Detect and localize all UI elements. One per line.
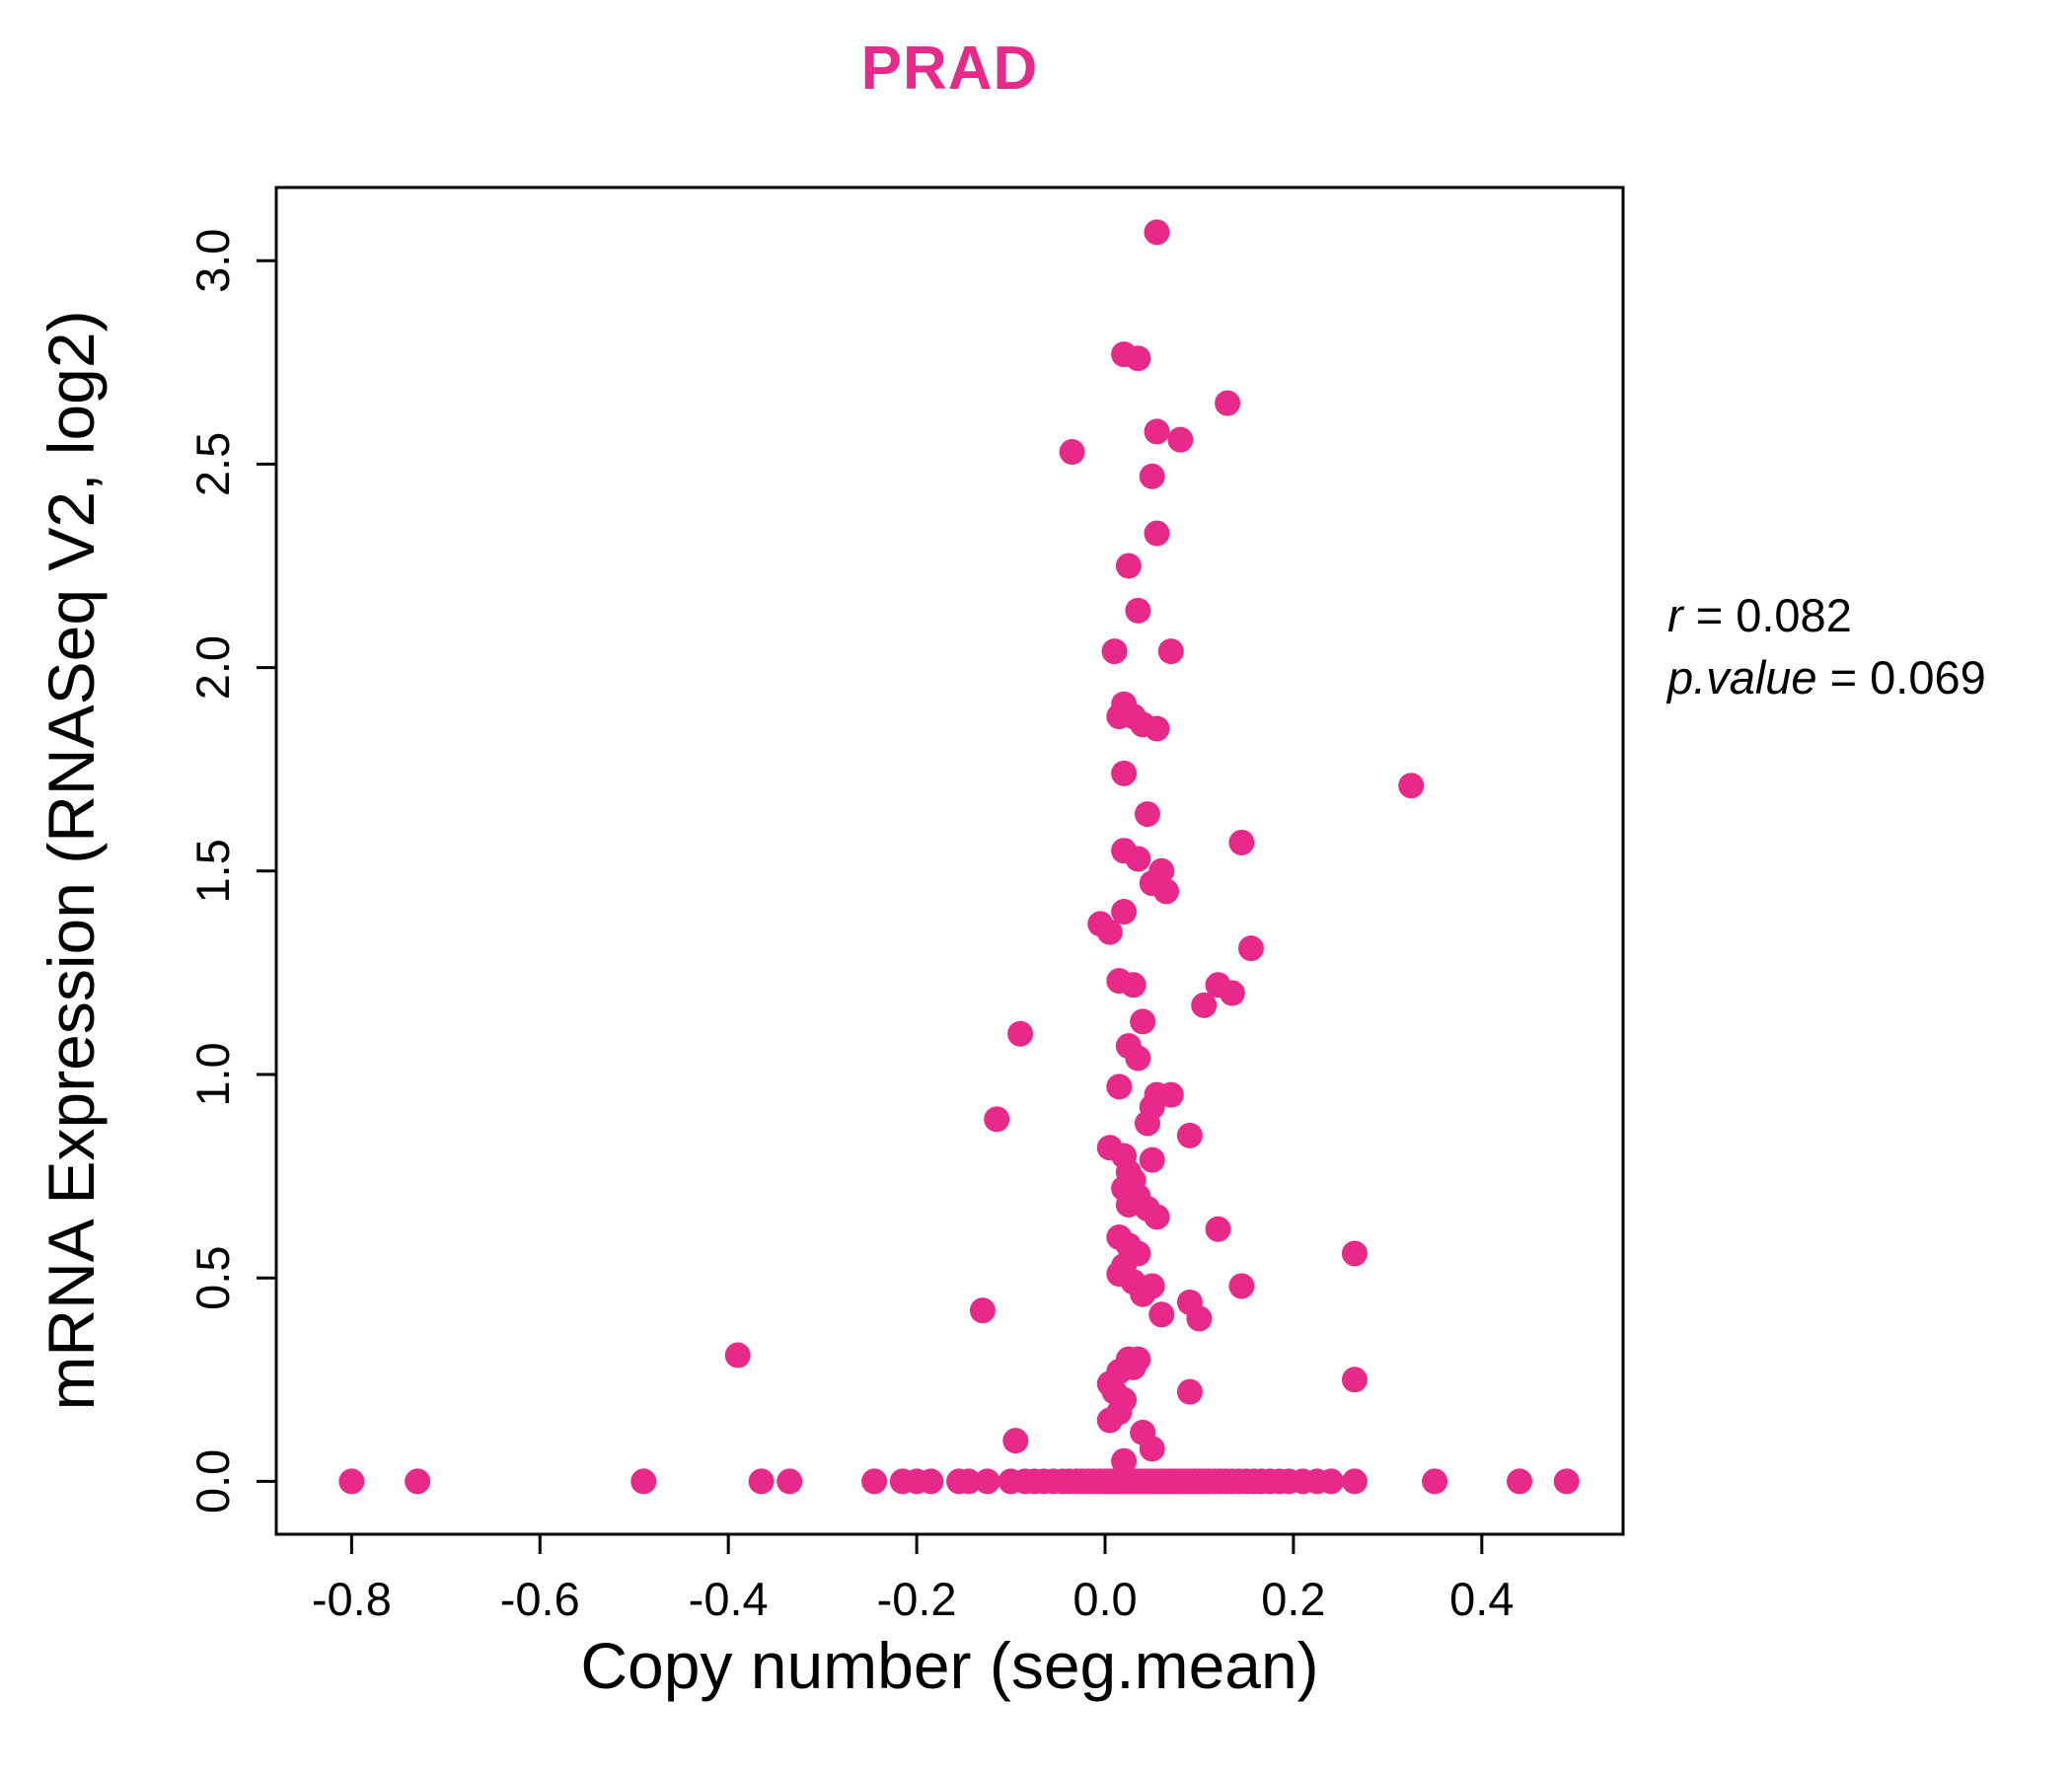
- data-point: [1219, 980, 1245, 1006]
- data-point: [1148, 1301, 1175, 1328]
- data-point: [1237, 935, 1264, 962]
- data-point: [1144, 418, 1170, 445]
- data-point: [1144, 715, 1170, 742]
- data-point: [1125, 597, 1151, 624]
- x-tick-label: 0.4: [1449, 1573, 1514, 1625]
- data-point: [1228, 1273, 1255, 1299]
- data-point: [1422, 1468, 1448, 1495]
- data-point: [1341, 1367, 1368, 1393]
- x-tick-label: -0.8: [312, 1573, 392, 1625]
- data-point: [1111, 1447, 1138, 1474]
- data-point: [1007, 1020, 1034, 1047]
- data-point: [1111, 760, 1138, 786]
- data-point: [1106, 1073, 1133, 1100]
- data-point: [1130, 1281, 1156, 1307]
- y-tick-label: 1.5: [186, 839, 239, 903]
- y-tick-label: 2.0: [186, 635, 239, 700]
- data-point: [918, 1468, 944, 1495]
- data-point: [748, 1468, 775, 1495]
- data-point: [1153, 878, 1180, 905]
- p-value-line: p.value = 0.069: [1667, 646, 1986, 708]
- data-point: [1144, 520, 1170, 547]
- x-axis-label: Copy number (seg.mean): [580, 1629, 1319, 1702]
- plot-frame: [274, 185, 1625, 1536]
- data-point: [1002, 1428, 1029, 1454]
- data-point: [1130, 1008, 1156, 1035]
- data-point: [984, 1106, 1010, 1133]
- data-point: [630, 1468, 657, 1495]
- data-point: [1398, 773, 1425, 799]
- data-point: [1096, 919, 1123, 945]
- data-point: [1134, 1110, 1160, 1137]
- data-point: [1120, 972, 1147, 999]
- data-point: [1186, 1305, 1213, 1332]
- data-point: [1191, 992, 1218, 1018]
- data-point: [1176, 1122, 1203, 1148]
- data-point: [1139, 1436, 1165, 1462]
- data-point: [1318, 1468, 1345, 1495]
- data-point: [1125, 1045, 1151, 1072]
- r-value-text: = 0.082: [1682, 589, 1852, 641]
- y-tick-label: 2.5: [186, 432, 239, 496]
- data-point: [1134, 801, 1160, 828]
- data-point: [1157, 638, 1184, 665]
- data-point: [1125, 345, 1151, 372]
- data-point: [861, 1468, 888, 1495]
- y-tick-label: 1.0: [186, 1042, 239, 1106]
- x-tick-label: 0.2: [1261, 1573, 1325, 1625]
- data-point: [1144, 1204, 1170, 1230]
- data-point: [969, 1297, 996, 1324]
- data-point: [338, 1468, 365, 1495]
- y-tick-label: 0.0: [186, 1449, 239, 1514]
- data-point: [1125, 846, 1151, 872]
- data-point: [1341, 1468, 1368, 1495]
- data-point: [1144, 219, 1170, 246]
- y-tick-label: 0.5: [186, 1246, 239, 1310]
- data-point: [1176, 1378, 1203, 1405]
- data-point: [1111, 899, 1138, 925]
- data-point: [1553, 1468, 1580, 1495]
- p-value-text: = 0.069: [1816, 651, 1986, 704]
- chart-title: PRAD: [860, 35, 1039, 103]
- x-tick-label: -0.4: [689, 1573, 769, 1625]
- data-point: [777, 1468, 803, 1495]
- data-point: [724, 1342, 751, 1369]
- data-point: [1115, 553, 1142, 579]
- data-point: [1101, 638, 1128, 665]
- data-point: [1341, 1240, 1368, 1267]
- r-value-line: r = 0.082: [1667, 584, 1986, 646]
- data-point: [1507, 1468, 1532, 1495]
- data-point: [955, 1468, 982, 1495]
- x-tick-label: 0.0: [1073, 1573, 1137, 1625]
- data-point: [1215, 390, 1241, 416]
- data-point: [1059, 439, 1085, 466]
- data-point: [1157, 1081, 1184, 1108]
- data-point: [1205, 1216, 1231, 1242]
- data-point: [1139, 1147, 1165, 1173]
- data-point: [1096, 1407, 1123, 1434]
- x-tick-label: -0.6: [500, 1573, 580, 1625]
- data-point: [1167, 426, 1194, 453]
- r-var-label: r: [1667, 589, 1683, 641]
- y-tick-label: 3.0: [186, 229, 239, 293]
- p-var-label: p.value: [1667, 651, 1817, 704]
- data-point: [1228, 829, 1255, 855]
- data-point: [1139, 463, 1165, 489]
- stats-annotation: r = 0.082 p.value = 0.069: [1667, 584, 1986, 709]
- x-tick-label: -0.2: [877, 1573, 957, 1625]
- data-point: [405, 1468, 431, 1495]
- data-point: [974, 1468, 1000, 1495]
